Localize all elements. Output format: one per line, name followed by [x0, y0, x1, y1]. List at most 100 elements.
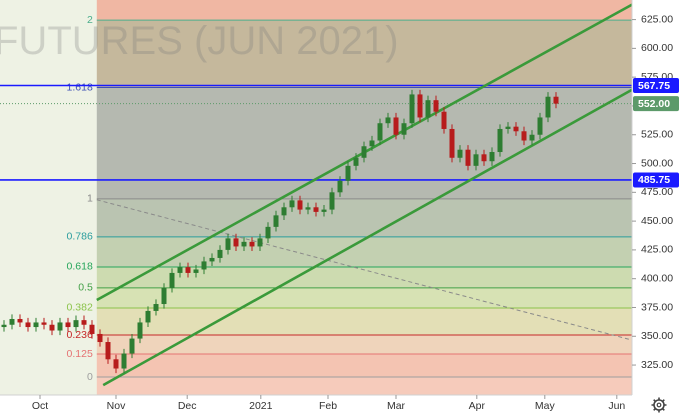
candle-body [433, 100, 439, 112]
fib-label: 0.618 [67, 261, 93, 273]
candle-body [417, 94, 423, 118]
last-price-text: 552.00 [638, 98, 670, 110]
candle-body [241, 241, 247, 247]
candle-body [73, 320, 79, 328]
candle-body [409, 94, 415, 124]
fib-band [96, 354, 633, 378]
line-price-text: 485.75 [638, 174, 670, 186]
x-tick-label: Dec [178, 400, 197, 412]
candle-body [49, 324, 55, 331]
candle-body [529, 134, 535, 141]
fib-label: 0 [87, 371, 93, 383]
candle-body [65, 322, 71, 328]
candle-body [193, 269, 199, 273]
gear-teeth [651, 397, 667, 413]
fib-label: 0.786 [67, 231, 93, 243]
candle-body [281, 207, 287, 216]
candle-body [249, 241, 255, 247]
fib-band [96, 377, 633, 395]
candle-body [225, 238, 231, 250]
candle-body [305, 207, 311, 210]
candle-body [345, 165, 351, 181]
candle-body [273, 215, 279, 227]
candle-body [145, 310, 151, 323]
candle-body [297, 200, 303, 210]
candle-body [369, 140, 375, 147]
x-tick-label: Apr [469, 400, 486, 412]
candle-body [337, 180, 343, 193]
watermark: FUTURES (JUN 2021) [0, 19, 399, 63]
candle-body [441, 111, 447, 129]
candle-body [201, 261, 207, 270]
candle-body [169, 272, 175, 288]
candle-body [425, 100, 431, 118]
y-tick-label: 375.00 [641, 301, 673, 313]
y-tick-label: 625.00 [641, 13, 673, 25]
y-tick-label: 525.00 [641, 129, 673, 141]
candle-body [97, 333, 103, 343]
candle-body [321, 209, 327, 212]
candle-body [17, 318, 23, 323]
candle-body [289, 200, 295, 208]
fib-label: 0.5 [78, 282, 93, 294]
candle-body [161, 287, 167, 305]
candle-body [185, 267, 191, 273]
candle-body [449, 128, 455, 158]
trend-line [96, 199, 633, 341]
candle-body [129, 338, 135, 354]
candle-body [481, 154, 487, 162]
candle-body [505, 126, 511, 129]
y-tick-label: 600.00 [641, 42, 673, 54]
candle-body [513, 126, 519, 132]
time-axis-background [0, 395, 632, 417]
candle-body [353, 157, 359, 166]
channel-line [102, 88, 633, 387]
fib-band [96, 236, 633, 267]
candle-body [121, 353, 127, 369]
candle-body [329, 192, 335, 210]
fib-label: 1.618 [67, 81, 93, 93]
candle-body [41, 322, 47, 325]
line-price-text: 567.75 [638, 80, 670, 92]
fib-band [96, 307, 633, 336]
fib-label: 1 [87, 193, 93, 205]
x-tick-label: May [535, 400, 556, 412]
y-tick-label: 400.00 [641, 272, 673, 284]
candle-body [233, 238, 239, 247]
candle-body [377, 123, 383, 141]
candle-body [33, 322, 39, 328]
candle-body [177, 267, 183, 273]
candle-body [153, 304, 159, 311]
fib-band [96, 198, 633, 237]
candle-body [257, 238, 263, 247]
x-tick-label: 2021 [249, 400, 273, 412]
settings-icon[interactable] [651, 397, 667, 413]
x-tick-label: Jun [608, 400, 625, 412]
x-tick-label: Oct [32, 400, 48, 412]
candle-body [361, 146, 367, 158]
candle-body [497, 128, 503, 153]
fib-band [96, 287, 633, 308]
candle-body [457, 149, 463, 158]
last-price-box [633, 96, 679, 112]
candle-body [57, 322, 63, 331]
candle-body [81, 320, 87, 325]
line-price-box [633, 78, 679, 94]
fib-label: 0.382 [67, 302, 93, 314]
candle-body [9, 318, 15, 325]
y-tick-label: 325.00 [641, 359, 673, 371]
candle-body [465, 149, 471, 166]
candle-body [89, 324, 95, 334]
candle-body [25, 322, 31, 328]
y-tick-label: 450.00 [641, 215, 673, 227]
candle-body [265, 226, 271, 239]
candle-body [1, 324, 7, 328]
candle-body [313, 207, 319, 212]
fib-band [96, 335, 633, 355]
fib-label: 2 [87, 14, 93, 26]
candle-body [473, 154, 479, 166]
x-tick-label: Nov [107, 400, 126, 412]
candle-body [105, 342, 111, 360]
fib-band [96, 266, 633, 288]
